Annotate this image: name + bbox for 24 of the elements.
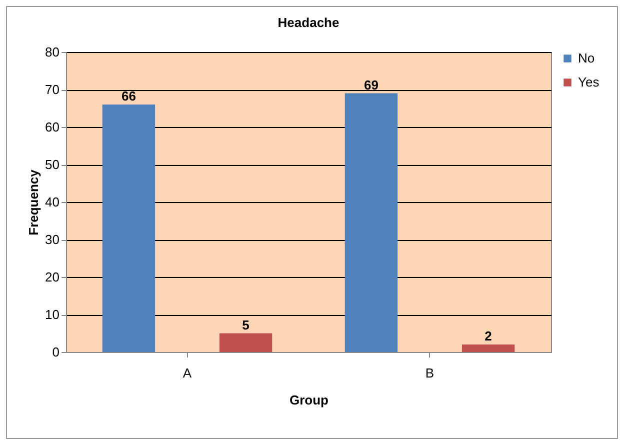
bar — [462, 344, 515, 352]
y-axis-title: Frequency — [26, 168, 42, 236]
bar — [344, 93, 398, 352]
data-label: 69 — [364, 77, 378, 92]
y-tick-label: 50 — [45, 157, 60, 172]
legend-label: Yes — [578, 74, 600, 90]
x-axis-title: Group — [290, 392, 329, 408]
y-tick-label: 0 — [52, 344, 60, 360]
data-label: 5 — [242, 317, 250, 332]
x-tick-label: A — [182, 366, 192, 380]
x-tick-label: B — [425, 366, 434, 380]
bar — [219, 333, 272, 352]
y-tick-label: 80 — [45, 44, 60, 60]
bar — [102, 104, 156, 352]
y-tick-label: 30 — [45, 232, 60, 247]
y-tick-label: 20 — [45, 270, 60, 284]
legend-label: No — [578, 50, 595, 66]
y-tick-label: 70 — [45, 82, 60, 97]
y-tick-label: 40 — [45, 194, 60, 210]
y-tick-label: 10 — [45, 307, 60, 322]
y-tick-label: 60 — [45, 120, 60, 134]
data-label: 66 — [121, 88, 136, 104]
data-label: 2 — [484, 328, 492, 344]
chart-title: Headache — [278, 15, 340, 30]
